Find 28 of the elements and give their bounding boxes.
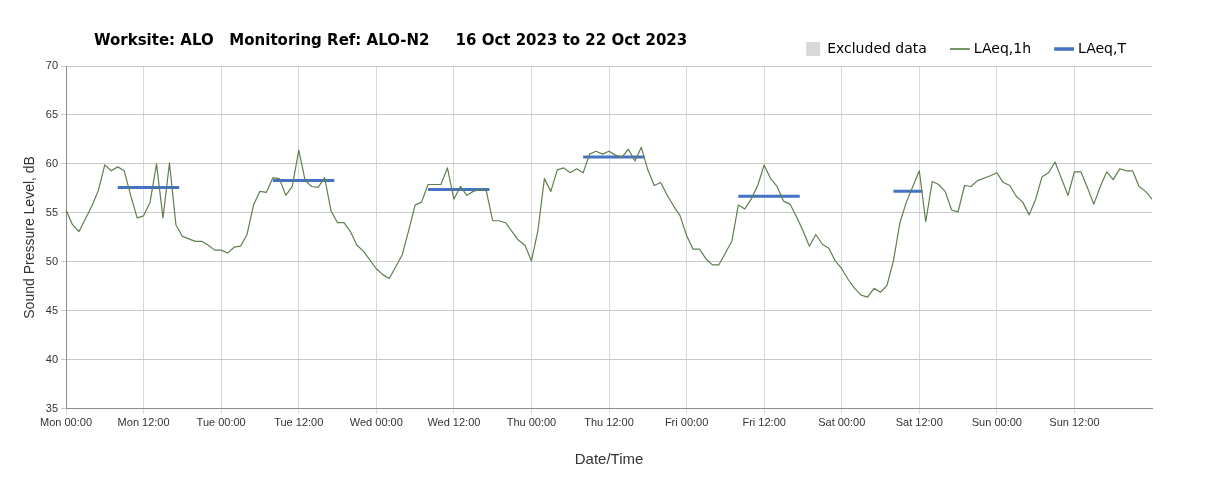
y-tick-label: 50 <box>45 254 59 267</box>
y-tick-label: 55 <box>45 205 59 218</box>
x-tick-label: Tue 00:00 <box>196 416 246 429</box>
y-tick-label: 45 <box>45 303 59 316</box>
y-tick-label: 65 <box>45 108 59 120</box>
x-tick-label: Thu 12:00 <box>584 416 634 429</box>
x-tick-label: Wed 00:00 <box>349 416 403 429</box>
legend-label: LAeq,1h <box>973 39 1032 56</box>
x-tick-label: Sun 12:00 <box>1049 416 1100 429</box>
chart-title: Worksite: ALO Monitoring Ref: ALO-N2 16 Oct 2023 to 22 Oct 2023 <box>94 31 688 49</box>
legend-label: Excluded data <box>827 39 927 56</box>
x-axis-title: Date/Time <box>574 450 644 468</box>
x-tick-label: Fri 00:00 <box>664 416 709 429</box>
x-tick-label: Fri 12:00 <box>742 416 786 429</box>
x-tick-label: Thu 00:00 <box>506 416 557 429</box>
y-tick-label: 60 <box>45 156 59 169</box>
x-tick-label: Mon 00:00 <box>40 416 93 429</box>
x-tick-label: Sat 12:00 <box>895 416 943 429</box>
y-tick-label: 70 <box>45 59 59 72</box>
x-tick-label: Mon 12:00 <box>117 416 170 429</box>
legend-label: LAeq,T <box>1078 39 1127 56</box>
y-tick-label: 35 <box>45 401 59 414</box>
x-tick-label: Tue 12:00 <box>274 416 324 429</box>
x-tick-label: Wed 12:00 <box>427 416 481 429</box>
y-tick-label: 40 <box>45 352 59 365</box>
y-axis-title: Sound Pressure Level, dB <box>21 156 38 319</box>
x-tick-label: Sun 00:00 <box>971 416 1022 429</box>
x-tick-label: Sat 00:00 <box>818 416 866 429</box>
